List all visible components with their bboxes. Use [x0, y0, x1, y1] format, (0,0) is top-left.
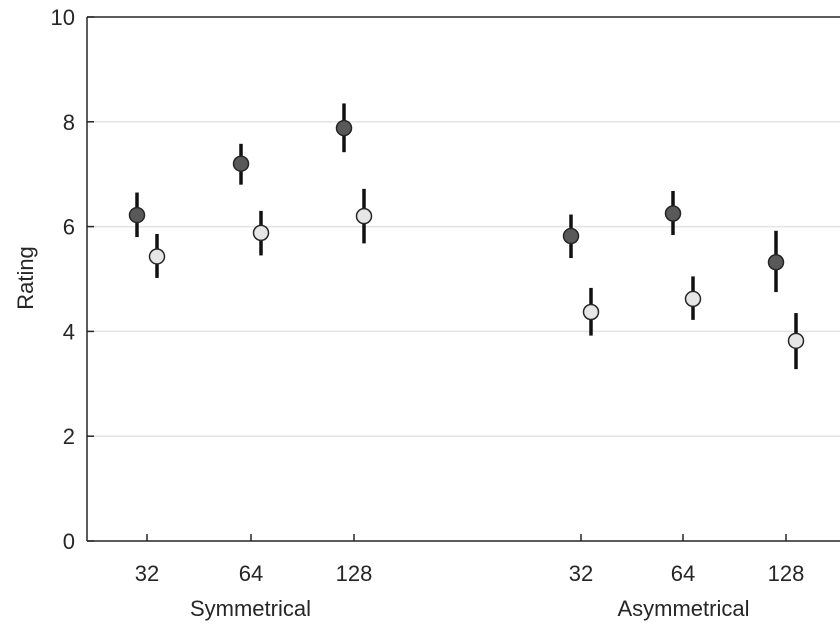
marks-layer: [128, 103, 805, 370]
group-label-symmetrical: Symmetrical: [190, 596, 311, 621]
group-label-asymmetrical: Asymmetrical: [617, 596, 749, 621]
y-tick-label-0: 0: [63, 529, 75, 554]
x-tick-label-asymmetrical-64: 64: [671, 561, 695, 586]
point-asymmetrical-128-dark: [767, 253, 785, 271]
y-tick-label-2: 2: [63, 424, 75, 449]
point-asymmetrical-64-dark: [664, 205, 682, 222]
point-symmetrical-64-light: [252, 224, 270, 242]
point-symmetrical-128-light: [355, 207, 373, 225]
point-symmetrical-64-dark: [232, 155, 250, 172]
point-asymmetrical-128-light: [787, 332, 805, 350]
labels-layer: 0 2 4 6 8 10 32 64 128 Symmetrical 32 64 128 Asymmetr…: [51, 5, 805, 621]
y-axis-title: Rating: [13, 246, 38, 310]
y-tick-label-8: 8: [63, 110, 75, 135]
x-tick-label-symmetrical-64: 64: [239, 561, 263, 586]
y-tick-label-4: 4: [63, 319, 75, 344]
y-tick-label-10: 10: [51, 5, 75, 30]
grid-layer: [87, 121, 840, 437]
x-tick-label-asymmetrical-128: 128: [768, 561, 805, 586]
point-asymmetrical-32-light: [582, 303, 600, 321]
y-tick-label-6: 6: [63, 215, 75, 240]
x-tick-label-symmetrical-128: 128: [336, 561, 373, 586]
x-tick-label-symmetrical-32: 32: [135, 561, 159, 586]
point-symmetrical-32-dark: [128, 206, 146, 224]
point-asymmetrical-32-dark: [562, 227, 580, 245]
point-asymmetrical-64-light: [684, 290, 702, 308]
x-tick-label-asymmetrical-32: 32: [569, 561, 593, 586]
axes-layer: [86, 16, 840, 542]
point-symmetrical-32-light: [148, 248, 166, 265]
point-symmetrical-128-dark: [335, 119, 353, 137]
